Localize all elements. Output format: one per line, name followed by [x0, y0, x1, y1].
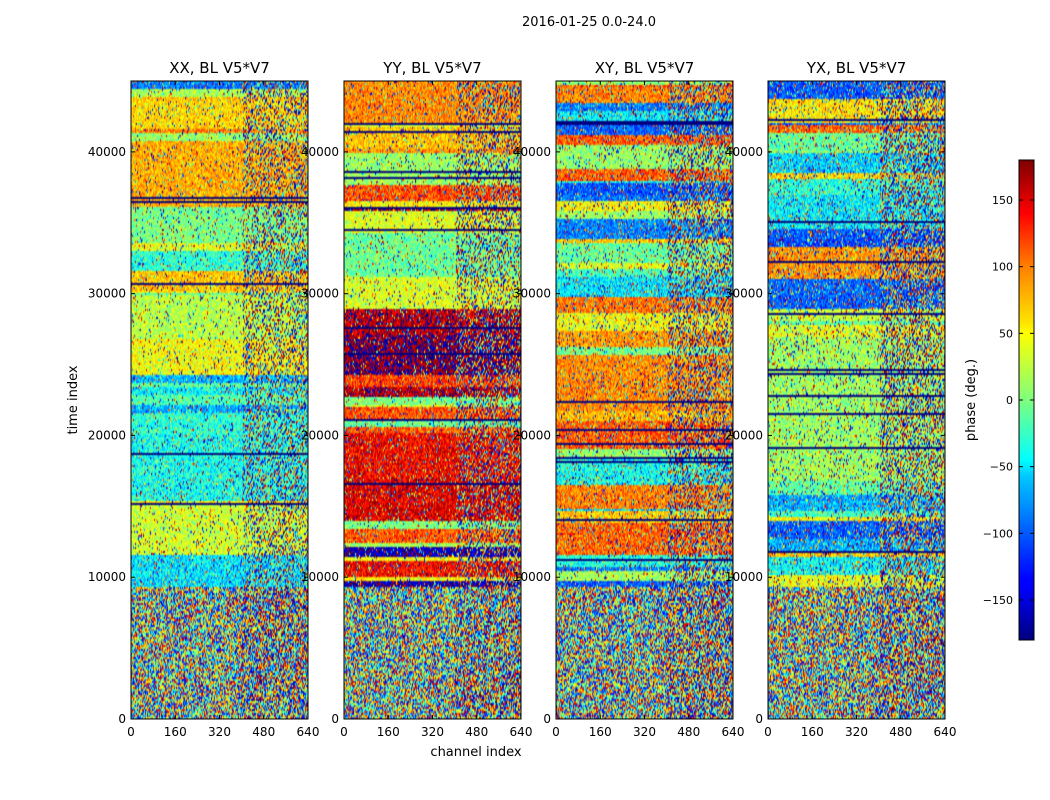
colorbar-tick-label: 100: [992, 261, 1013, 274]
x-tick-label: 0: [552, 725, 560, 739]
heatmap-1: [131, 81, 308, 719]
y-axis-label: time index: [66, 365, 81, 434]
y-tick-label: 10000: [513, 570, 551, 584]
x-tick-label: 640: [297, 725, 320, 739]
colorbar-tick-label: −150: [983, 594, 1013, 607]
y-tick-label: 0: [118, 712, 126, 726]
x-tick-label: 320: [208, 725, 231, 739]
colorbar-tick-label: 150: [992, 194, 1013, 207]
panel-title: XX, BL V5*V7: [169, 59, 270, 77]
y-tick-label: 40000: [88, 145, 126, 159]
y-tick-label: 30000: [301, 287, 339, 301]
y-tick-label: 0: [543, 712, 551, 726]
heatmap-4: [768, 81, 945, 719]
panels: XX, BL V5*V7 0 160 320 480 640 0 10000 20000 3000…: [88, 59, 957, 739]
x-tick-label: 160: [164, 725, 187, 739]
y-tick-label: 20000: [88, 428, 126, 442]
colorbar-tick-label: −50: [990, 461, 1013, 474]
colorbar-tick-label: −100: [983, 527, 1013, 540]
panel-3: XY, BL V5*V7 0 160 320 480 640 0 10000 20000 3000…: [513, 59, 745, 739]
colorbar: −150 −100 −50 0 50 100 150 phase (deg.): [964, 159, 1035, 641]
y-tick-label: 10000: [88, 570, 126, 584]
x-tick-label: 480: [252, 725, 275, 739]
colorbar-gradient: [1019, 160, 1034, 640]
x-tick-label: 640: [510, 725, 533, 739]
x-tick-label: 160: [377, 725, 400, 739]
panel-title: YY, BL V5*V7: [382, 59, 481, 77]
y-tick-label: 20000: [301, 428, 339, 442]
heatmap-3: [556, 81, 733, 719]
panel-2: YY, BL V5*V7 0 160 320 480 640 0 10000 20000 3000…: [301, 59, 533, 739]
y-tick-label: 10000: [725, 570, 763, 584]
y-tick-label: 0: [331, 712, 339, 726]
x-tick-label: 480: [677, 725, 700, 739]
y-tick-label: 0: [755, 712, 763, 726]
x-tick-label: 640: [934, 725, 957, 739]
x-tick-label: 0: [127, 725, 135, 739]
x-tick-label: 320: [633, 725, 656, 739]
y-tick-label: 20000: [725, 428, 763, 442]
y-tick-label: 20000: [513, 428, 551, 442]
panel-title: YX, BL V5*V7: [806, 59, 907, 77]
figure-title: 2016-01-25 0.0-24.0: [522, 15, 656, 30]
y-tick-label: 40000: [725, 145, 763, 159]
x-tick-label: 320: [421, 725, 444, 739]
y-tick-label: 30000: [725, 287, 763, 301]
y-tick-label: 40000: [301, 145, 339, 159]
panel-4: YX, BL V5*V7 0 160 320 480 640 0 10000 20000 3000…: [725, 59, 957, 739]
x-tick-label: 0: [764, 725, 772, 739]
colorbar-tick-label: 0: [1006, 394, 1013, 407]
x-tick-label: 480: [889, 725, 912, 739]
x-tick-label: 480: [465, 725, 488, 739]
colorbar-tick-label: 50: [999, 327, 1013, 340]
x-tick-label: 0: [340, 725, 348, 739]
x-tick-label: 320: [845, 725, 868, 739]
y-tick-label: 30000: [88, 287, 126, 301]
y-tick-label: 30000: [513, 287, 551, 301]
x-axis-label: channel index: [430, 745, 521, 760]
y-tick-label: 40000: [513, 145, 551, 159]
panel-1: XX, BL V5*V7 0 160 320 480 640 0 10000 20000 3000…: [88, 59, 320, 739]
x-tick-label: 640: [722, 725, 745, 739]
colorbar-label: phase (deg.): [964, 359, 979, 441]
heatmap-2: [344, 81, 521, 719]
y-tick-label: 10000: [301, 570, 339, 584]
panel-title: XY, BL V5*V7: [595, 59, 695, 77]
x-tick-label: 160: [801, 725, 824, 739]
x-tick-label: 160: [589, 725, 612, 739]
